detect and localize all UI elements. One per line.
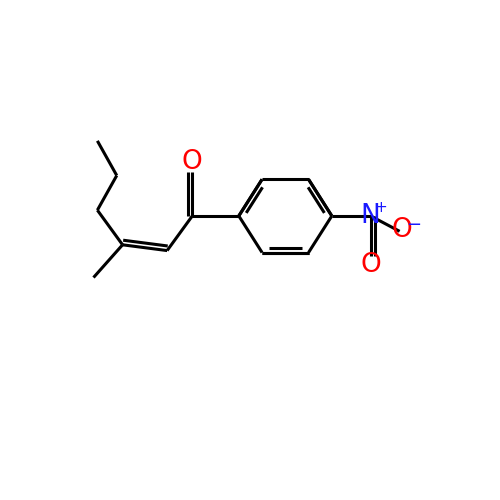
Text: −: − [406, 216, 422, 234]
Text: O: O [391, 217, 412, 243]
Text: O: O [182, 149, 203, 175]
Text: +: + [374, 200, 388, 215]
Text: N: N [360, 203, 380, 229]
Text: O: O [360, 252, 381, 278]
